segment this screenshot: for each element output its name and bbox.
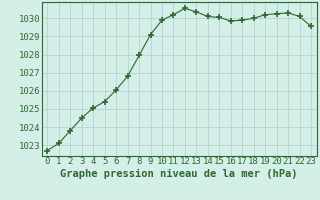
X-axis label: Graphe pression niveau de la mer (hPa): Graphe pression niveau de la mer (hPa) [60,169,298,179]
